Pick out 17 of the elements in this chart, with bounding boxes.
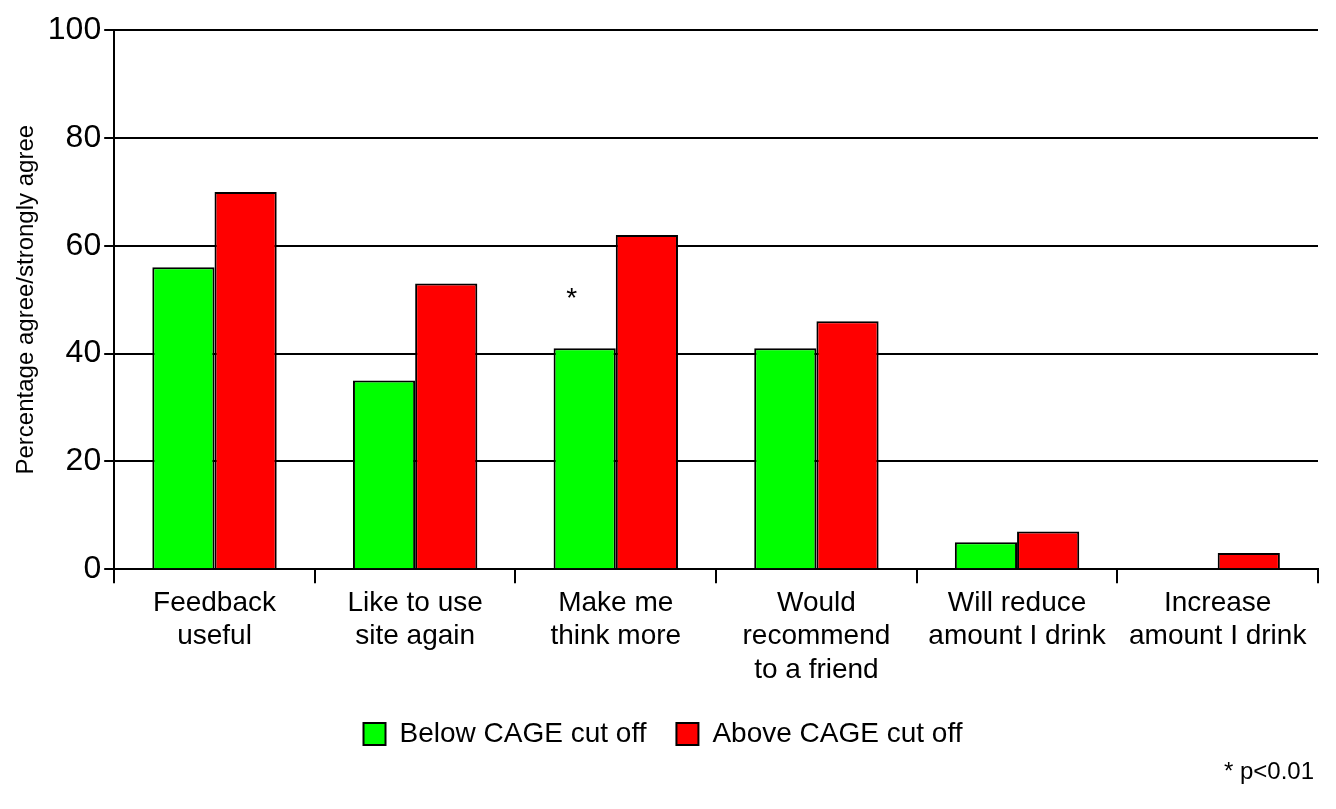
y-tick-label: 40 <box>65 333 102 370</box>
y-tick-label: 100 <box>47 10 102 47</box>
x-tick-label: Make me think more <box>550 585 682 651</box>
x-tick-label: Like to use site again <box>347 585 483 651</box>
annotation: * <box>566 282 578 314</box>
x-tick-label: Will reduce amount I drink <box>928 585 1107 651</box>
x-tick-label: Feedback useful <box>153 585 277 651</box>
y-tick-label: 0 <box>83 549 102 586</box>
text: * p<0.01 <box>1223 756 1314 784</box>
y-axis-title: Percentage agree/strongly agree <box>11 124 39 475</box>
x-tick-label: Increase amount I drink <box>1128 585 1308 651</box>
y-tick-label: 20 <box>65 441 102 478</box>
legend-label: Above CAGE cut off <box>712 716 963 748</box>
y-tick-label: 80 <box>65 117 102 154</box>
x-tick-label: Would recommend to a friend <box>742 585 891 684</box>
y-tick-label: 60 <box>65 225 102 262</box>
legend-label: Below CAGE cut off <box>399 716 647 748</box>
